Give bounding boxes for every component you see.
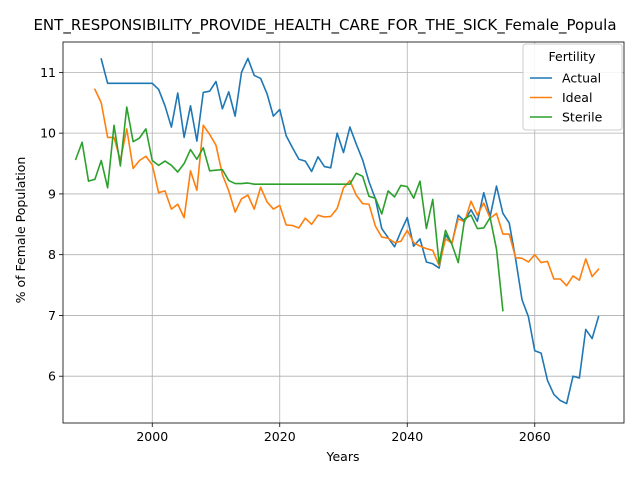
x-axis: 2000 2020 2040 2060 xyxy=(136,423,551,444)
series-lines xyxy=(74,57,600,405)
plot-frame xyxy=(62,41,625,424)
legend-box xyxy=(522,43,623,131)
legend: Fertility Actual Ideal Sterile xyxy=(522,43,623,131)
legend-label-ideal: Ideal xyxy=(562,90,592,105)
y-tick-label: 9 xyxy=(48,186,56,201)
y-tick-label: 7 xyxy=(48,308,56,323)
series-line-actual xyxy=(100,57,600,405)
legend-entries: Actual Ideal Sterile xyxy=(530,71,603,125)
y-tick-label: 6 xyxy=(48,369,56,384)
y-tick-label: 11 xyxy=(40,65,56,80)
chart-title: ENT_RESPONSIBILITY_PROVIDE_HEALTH_CARE_F… xyxy=(33,16,616,35)
gridlines xyxy=(63,42,624,423)
x-tick-label: 2020 xyxy=(264,429,296,444)
x-tick-label: 2040 xyxy=(391,429,423,444)
y-axis-label: % of Female Population xyxy=(13,157,28,304)
x-tick-label: 2000 xyxy=(136,429,168,444)
legend-title: Fertility xyxy=(549,49,597,64)
x-axis-label: Years xyxy=(326,449,360,464)
y-tick-label: 8 xyxy=(48,247,56,262)
series-line-sterile xyxy=(74,106,504,312)
x-tick-label: 2060 xyxy=(519,429,551,444)
legend-label-sterile: Sterile xyxy=(562,110,603,125)
y-tick-label: 10 xyxy=(40,126,56,141)
y-axis: 6 7 8 9 10 11 xyxy=(40,65,63,384)
legend-label-actual: Actual xyxy=(562,71,601,86)
